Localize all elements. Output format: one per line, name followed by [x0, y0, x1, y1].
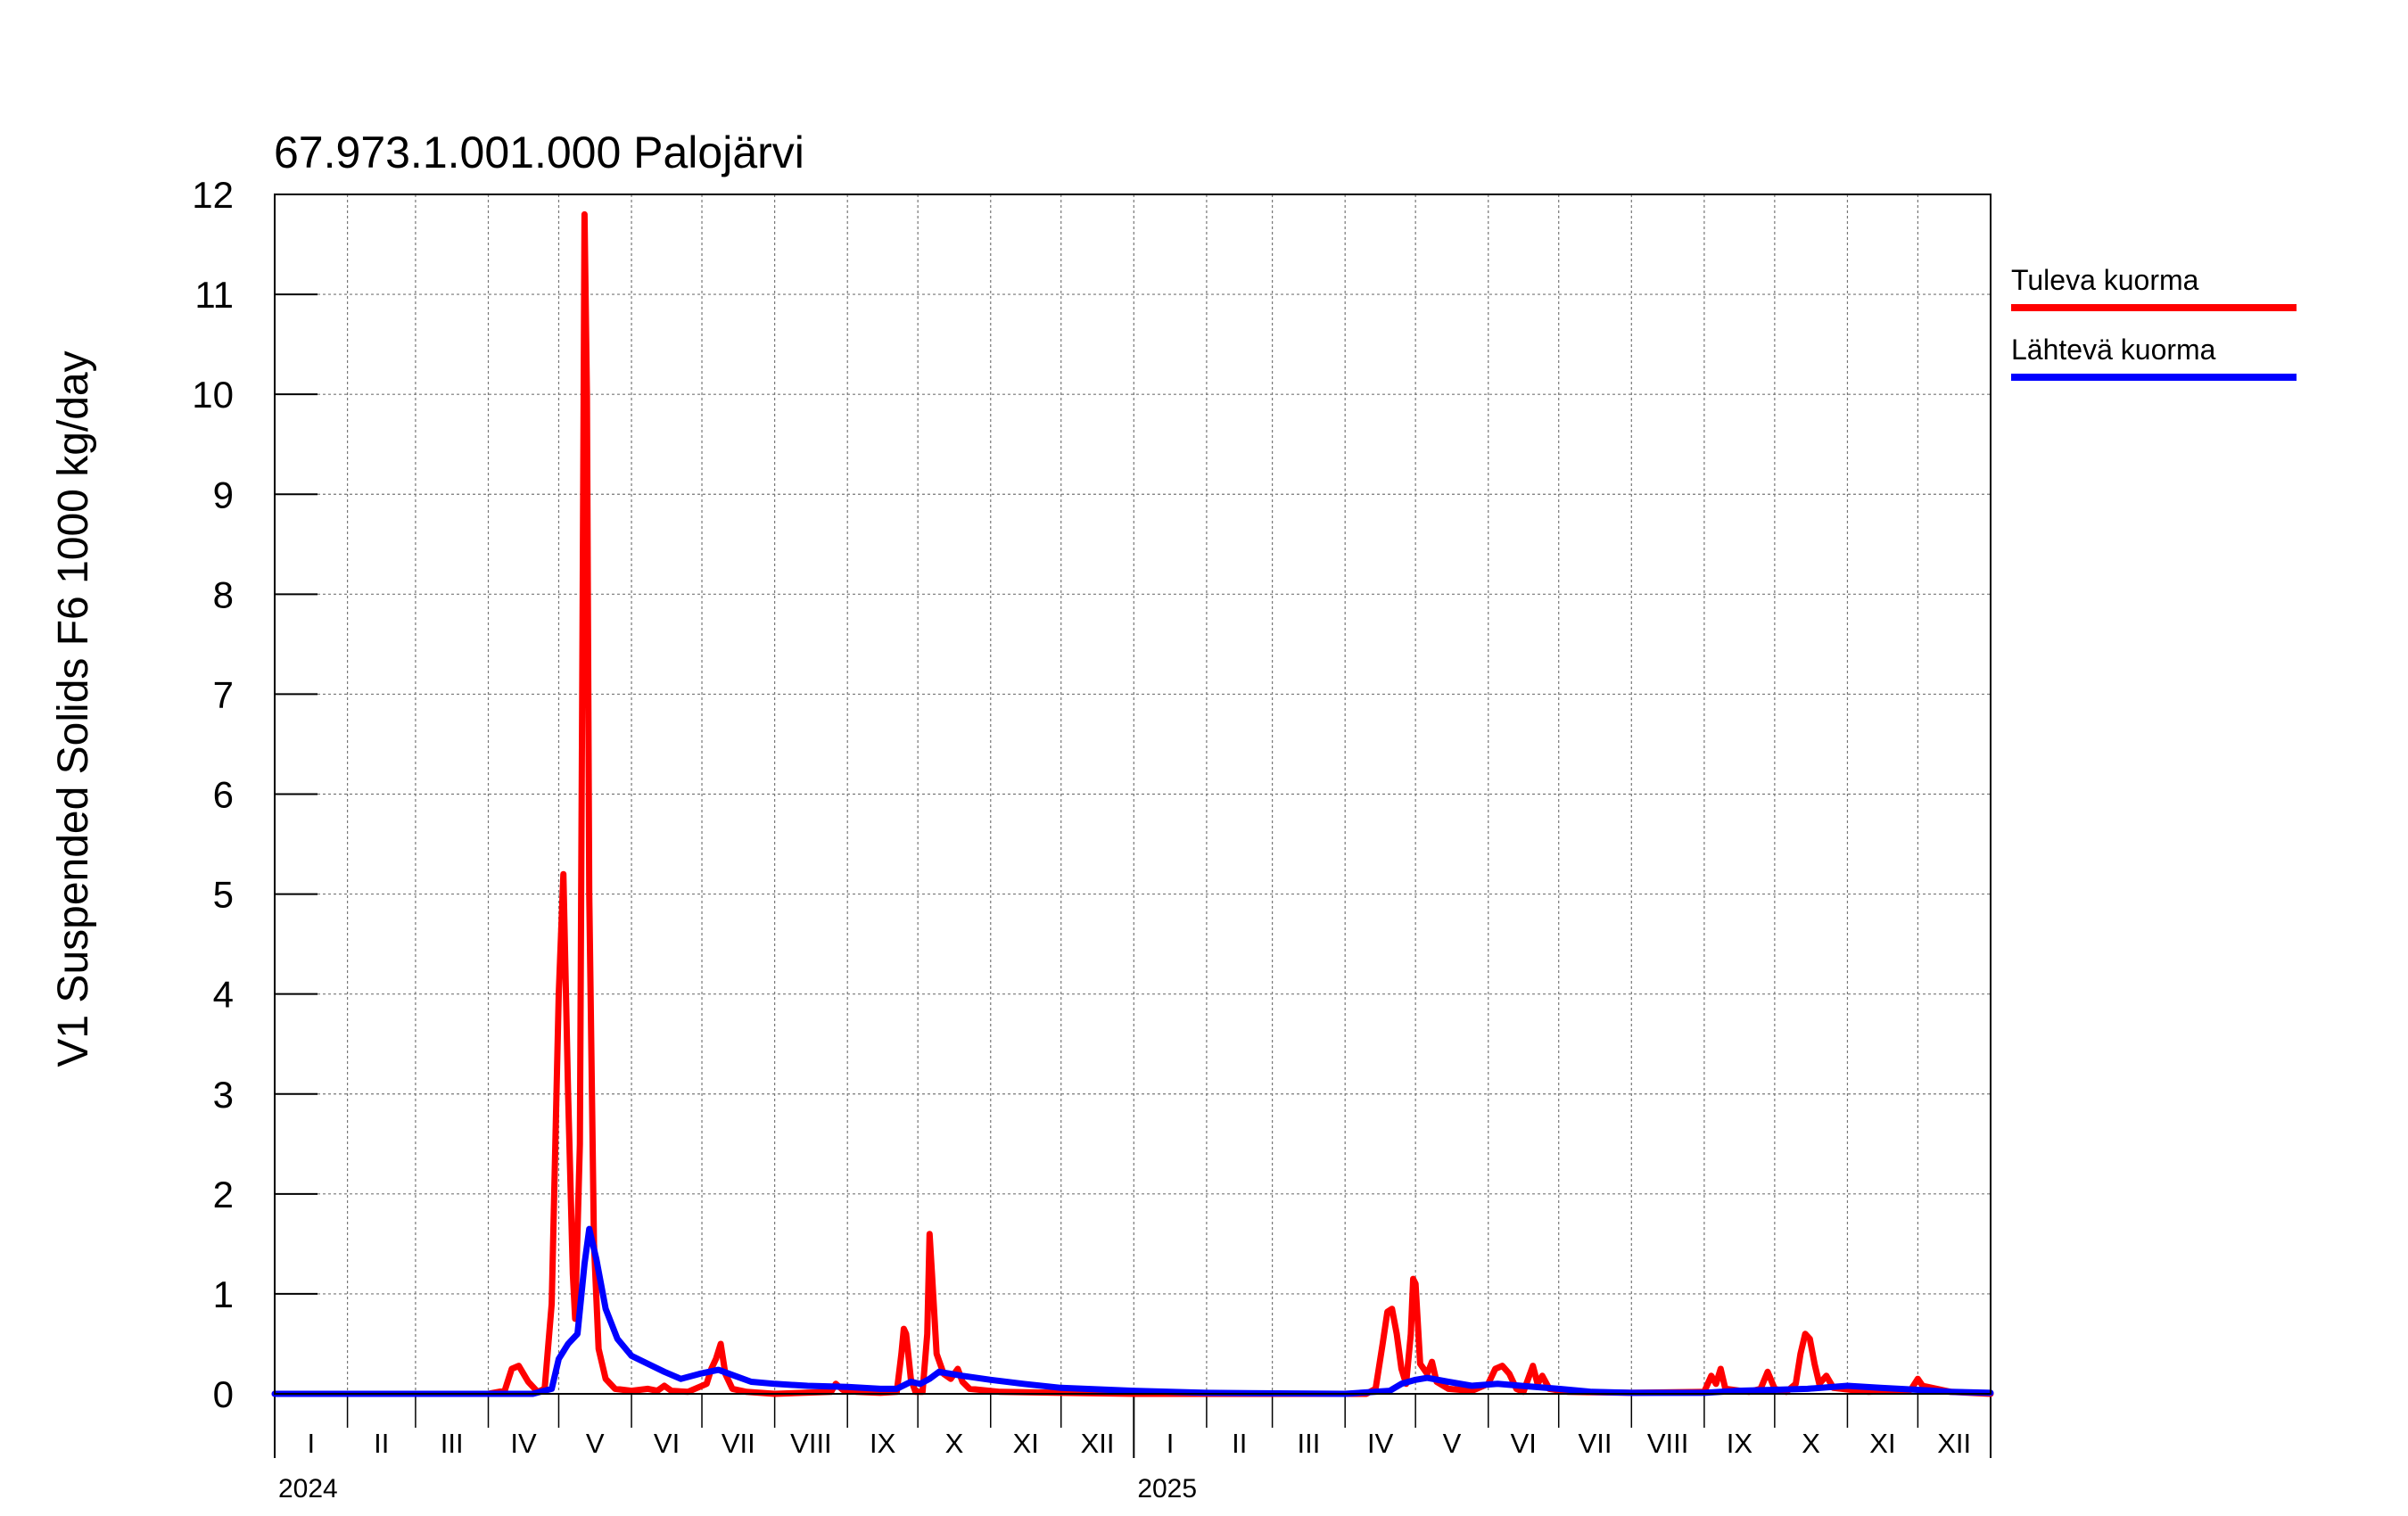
series-layer — [271, 210, 1994, 1397]
y-tick-label: 4 — [213, 974, 234, 1016]
series-line — [271, 1225, 1994, 1397]
x-month-label: IX — [870, 1428, 896, 1459]
legend-label: Lähtevä kuorma — [2011, 334, 2216, 366]
x-month-label: IV — [510, 1428, 537, 1459]
y-tick-label: 9 — [213, 474, 234, 515]
y-tick-label: 6 — [213, 774, 234, 816]
x-month-label: XI — [1869, 1428, 1895, 1459]
y-tick-label: 12 — [192, 174, 234, 216]
y-tick-label: 7 — [213, 673, 234, 715]
x-month-label: VI — [1511, 1428, 1537, 1459]
x-month-label: IX — [1727, 1428, 1753, 1459]
x-month-label: VII — [1579, 1428, 1612, 1459]
chart-title: 67.973.1.001.000 Palojärvi — [274, 128, 804, 177]
x-month-label: II — [374, 1428, 389, 1459]
y-tick-label: 2 — [213, 1174, 234, 1215]
x-month-label: VII — [722, 1428, 755, 1459]
x-month-label: VI — [654, 1428, 680, 1459]
x-month-label: X — [1802, 1428, 1820, 1459]
x-axis: I II III IV V VI VII VIII IX X XI XII I II III IV V VI VII… — [274, 1394, 1992, 1504]
y-tick-label: 5 — [213, 874, 234, 916]
y-tick-label: 1 — [213, 1273, 234, 1315]
x-month-label: VIII — [1647, 1428, 1689, 1459]
y-tick-label: 11 — [194, 274, 234, 316]
y-tick-label: 10 — [192, 374, 234, 416]
x-year-label: 2025 — [1137, 1474, 1197, 1504]
x-month-label: XII — [1937, 1428, 1971, 1459]
x-month-label: III — [441, 1428, 464, 1459]
y-tick-label: 8 — [213, 573, 234, 615]
x-month-label: XII — [1081, 1428, 1115, 1459]
x-month-label: I — [307, 1428, 315, 1459]
x-year-label: 2024 — [278, 1474, 338, 1504]
x-month-label: III — [1297, 1428, 1320, 1459]
y-tick-label: 0 — [213, 1373, 234, 1415]
plot-frame — [274, 194, 1992, 1395]
grid-lines — [275, 194, 1991, 1394]
x-month-label: XI — [1013, 1428, 1039, 1459]
x-month-label: X — [945, 1428, 964, 1459]
legend-label: Tuleva kuorma — [2011, 264, 2199, 296]
x-month-label: VIII — [790, 1428, 832, 1459]
legend: Tuleva kuorma Lähtevä kuorma — [2011, 264, 2297, 381]
y-axis-label: V1 Suspended Solids F6 1000 kg/day — [50, 350, 97, 1067]
x-month-label: I — [1167, 1428, 1175, 1459]
x-month-label: II — [1232, 1428, 1247, 1459]
x-month-label: V — [1443, 1428, 1462, 1459]
x-month-label: V — [586, 1428, 605, 1459]
x-month-label: IV — [1367, 1428, 1394, 1459]
y-tick-label: 3 — [213, 1074, 234, 1116]
